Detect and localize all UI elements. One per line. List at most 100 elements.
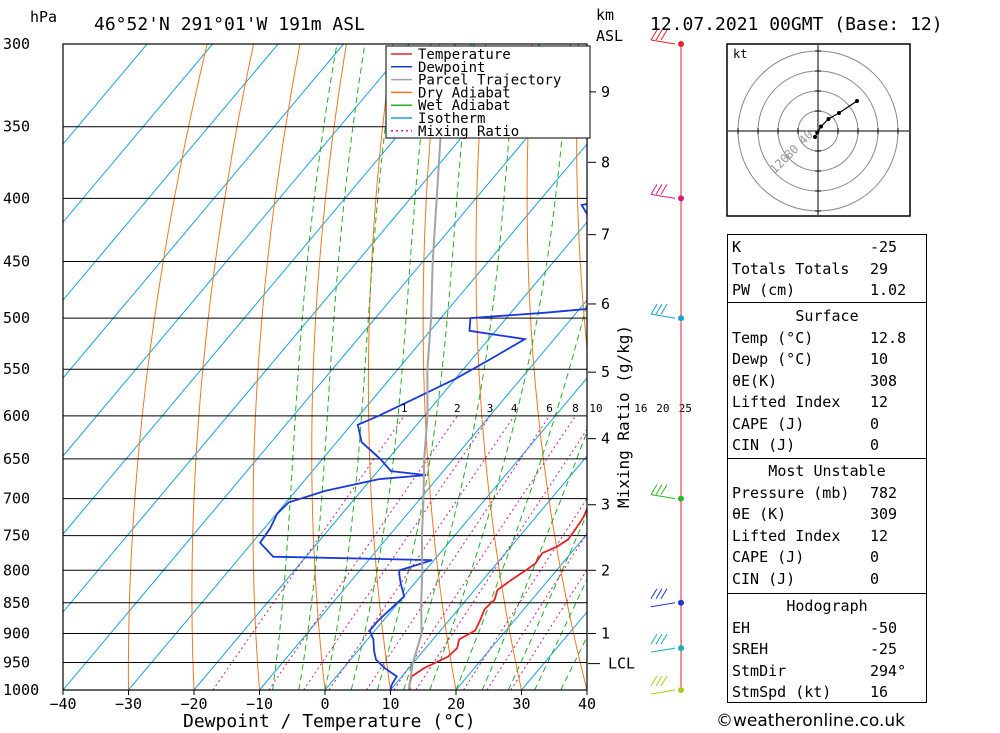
indices-table: K -25 Totals Totals 29 PW (cm) 1.02 — [727, 234, 927, 303]
mixing-ratio-line — [303, 415, 491, 690]
wet-adiabat-line — [376, 44, 472, 690]
temp-tick-label: −40 — [49, 695, 76, 713]
lcl-label: LCL — [608, 655, 635, 673]
x-axis-title: Dewpoint / Temperature (°C) — [183, 711, 476, 732]
most-unstable-label: CAPE (J) — [732, 548, 805, 566]
wind-barb — [650, 588, 676, 608]
most-unstable-value: 0 — [870, 548, 880, 566]
most-unstable-title: Most Unstable — [768, 462, 886, 480]
most-unstable-label: Lifted Index — [732, 526, 841, 545]
isotherm-line — [63, 44, 213, 223]
pressure-tick-label: 1000 — [3, 681, 39, 699]
surface-value: 308 — [870, 371, 898, 390]
isotherm-line — [63, 44, 410, 457]
wind-barb-flag — [655, 303, 663, 315]
wet-adiabat-line — [429, 44, 571, 690]
pressure-tick-label: 850 — [3, 594, 30, 612]
legend-box — [385, 45, 591, 139]
km-tick-label: 5 — [601, 363, 610, 381]
wind-barb-flag — [650, 184, 658, 195]
wind-barb-flag — [660, 633, 668, 645]
isotherm-line — [324, 377, 587, 690]
copyright-footer: ©weatheronline.co.uk — [716, 711, 906, 731]
isotherm-line — [63, 65, 587, 690]
isotherm-line — [63, 44, 279, 301]
wind-barb-flag — [660, 484, 668, 495]
pressure-tick-label: 950 — [3, 653, 30, 671]
most-unstable-row: Lifted Index 12 — [728, 526, 926, 548]
wet-adiabat-line — [350, 44, 432, 690]
mixing-ratio-line — [365, 415, 550, 690]
sounding-profiles — [258, 44, 587, 690]
hodograph-point — [819, 124, 823, 129]
mixing-ratio-label: 4 — [511, 402, 518, 415]
dry-adiabat-line — [576, 44, 587, 353]
surface-label: Dewp (°C) — [732, 350, 814, 368]
surface-value: 12 — [870, 393, 889, 411]
wind-barb-flag — [655, 484, 663, 495]
dry-adiabat-line — [526, 44, 587, 690]
km-tick-label: 1 — [601, 624, 610, 642]
asl-label: ASL — [596, 27, 623, 45]
legend-item-label: Dewpoint — [418, 60, 485, 76]
isotherm-line — [193, 221, 587, 690]
pressure-tick-label: 800 — [3, 561, 30, 579]
legend-item-label: Dry Adiabat — [418, 85, 511, 101]
mixing-ratio-label: 20 — [656, 402, 669, 415]
km-tick-label: 6 — [601, 295, 610, 313]
wind-barb-flag — [655, 29, 663, 41]
surface-value: 12.8 — [870, 328, 907, 347]
wind-barb — [650, 633, 676, 653]
hodograph-label: EH — [732, 618, 751, 637]
isotherm-line — [63, 44, 344, 379]
pressure-tick-label: 900 — [3, 624, 30, 642]
km-tick-label: 2 — [601, 561, 610, 579]
km-tick-label: 8 — [601, 153, 610, 171]
pressure-tick-label: 500 — [3, 309, 30, 327]
isotherm-line — [63, 44, 541, 613]
index-value: 1.02 — [870, 281, 907, 299]
wind-barb-flag — [655, 675, 663, 687]
most-unstable-value: 782 — [870, 483, 898, 502]
mixing-ratio-line — [415, 428, 587, 690]
hodograph-title: Hodograph — [786, 597, 868, 615]
height-axis: 1 2 3 4 5 6 7 8 9 LCL — [588, 83, 635, 673]
wind-barb-shaft — [650, 602, 676, 608]
hodograph-label: SREH — [732, 640, 769, 658]
hodograph-row: SREH -25 — [728, 639, 926, 661]
mixing-ratio-label: 1 — [401, 402, 408, 415]
most-unstable-value: 12 — [870, 526, 889, 545]
background-lines — [63, 44, 587, 690]
wind-barb-flag — [660, 303, 668, 315]
wind-barb-shaft — [650, 647, 676, 653]
hodograph-point — [826, 117, 831, 121]
index-label: Totals Totals — [732, 259, 850, 278]
dry-adiabat-line — [311, 44, 347, 690]
wet-adiabat-line — [324, 44, 397, 690]
temp-tick-label: −20 — [180, 695, 207, 713]
wind-barb-flag — [650, 29, 658, 41]
surface-row: θE(K) 308 — [728, 371, 926, 393]
legend-item-label: Temperature — [418, 47, 511, 63]
most-unstable-label: Pressure (mb) — [732, 483, 850, 502]
hodograph-value: -50 — [870, 618, 898, 637]
wind-barb — [650, 29, 676, 45]
wind-barb-shaft — [650, 313, 676, 319]
most-unstable-label: θE (K) — [732, 505, 787, 523]
surface-title: Surface — [795, 307, 859, 325]
most-unstable-row: Pressure (mb) 782 — [728, 483, 926, 505]
hodograph-point — [815, 130, 820, 135]
wind-barb-shaft — [650, 494, 676, 500]
surface-label: CAPE (J) — [732, 414, 805, 433]
wind-barb-flag — [650, 675, 658, 687]
most-unstable-table: Most Unstable Pressure (mb) 782 θE (K) 309 L… — [727, 458, 927, 594]
surface-value: 0 — [870, 414, 880, 433]
surface-value: 0 — [870, 436, 880, 454]
series-dewpoint — [258, 203, 587, 690]
legend-item-label: Parcel Trajectory — [418, 73, 561, 89]
mixing-ratio-line — [510, 568, 587, 690]
wind-barb-shaft — [650, 689, 676, 695]
km-tick-label: 3 — [601, 496, 610, 514]
temp-tick-label: −30 — [115, 695, 142, 713]
